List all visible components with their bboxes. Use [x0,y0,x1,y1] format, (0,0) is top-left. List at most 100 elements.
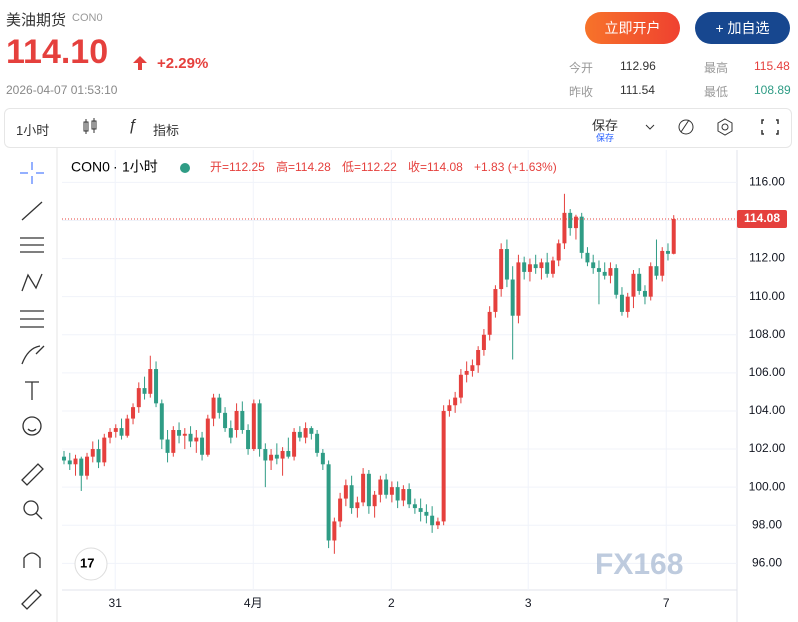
candle-body [660,250,665,276]
y-tick-label: 116.00 [749,175,785,189]
legend-change: +1.83 (+1.63%) [474,160,557,174]
y-tick-label: 114.00 [749,213,785,227]
candle-body [251,403,256,450]
candle-body [234,410,239,430]
candle-body [412,504,417,509]
y-tick-label: 96.00 [752,556,782,570]
stat-value: 115.48 [754,59,790,73]
candle-body [671,218,676,254]
candle-body [182,433,187,436]
stat-label: 最高 [704,61,729,75]
change: +2.29% [157,55,209,72]
code: CON0 [72,12,103,24]
candle-body [159,403,164,440]
candle-body [407,489,412,505]
candle-body [85,456,90,476]
legend-high: 高=114.28 [276,159,331,174]
y-tick-label: 106.00 [749,365,786,379]
candle-body [79,458,84,476]
candle-body [309,428,314,434]
y-tick-label: 100.00 [749,479,786,493]
candle-body [648,266,653,297]
candle-body [522,262,527,272]
last-price-tag [737,209,787,228]
candle-body [326,464,331,541]
candle-body [470,365,475,371]
save[interactable]: 保存 [592,118,619,133]
stat-label: 昨收 [569,85,594,99]
y-tick-label: 112.00 [749,251,785,265]
candle-body [447,405,452,411]
candle-body [165,439,170,453]
candle-body [464,370,469,375]
candle-body [608,268,613,276]
candle-body [665,250,670,254]
candle-icon[interactable] [80,117,100,137]
separator: · [113,159,118,175]
candle-body [171,430,176,453]
candle-body [297,431,302,438]
candle-body [654,266,659,276]
indicators[interactable]: 指标 [153,123,180,138]
toolbar-icons [645,118,779,136]
candle-body [533,264,538,269]
interval-label: 1小时 [122,159,158,175]
tv-logo-text: 17 [80,555,94,570]
candle-body [568,212,573,229]
candle-body [274,454,279,459]
candle-body [556,243,561,261]
candle-body [573,216,578,229]
candle-body [510,279,515,316]
fx-icon[interactable]: ƒ [128,117,137,134]
legend-open: 开=112.25 [210,160,265,174]
candle-body [240,410,245,430]
candle-body [338,498,343,522]
candle-body [424,511,429,516]
candle-body [458,374,463,398]
x-tick-label: 7 [663,596,670,610]
candle-body [602,271,607,276]
candle-body [435,521,440,526]
y-tick-label: 110.00 [749,289,785,303]
candle-body [292,431,297,457]
candle-body [625,296,630,312]
candle-body [67,460,72,465]
add-watch[interactable]: + 加自选 [695,12,790,44]
candle-body [476,350,481,366]
candle-body [378,479,383,495]
candle-body [441,410,446,522]
candle-body [619,294,624,312]
candle-body [562,212,567,244]
drawing-tools [20,148,58,622]
interval[interactable]: 1小时 [16,123,50,138]
candle-body [499,249,504,290]
candle-body [539,262,544,269]
candle-body [343,485,348,499]
candle-body [596,268,601,272]
candle-body [361,473,366,503]
y-tick-label: 104.00 [749,403,786,417]
x-tick-label: 3 [525,596,532,610]
candle-body [142,388,147,394]
candle-body [280,450,285,459]
candle-body [177,430,182,436]
candle-body [269,454,274,461]
candle-body [246,430,251,450]
candle-body [527,264,532,272]
grid [62,150,738,622]
candle-body [332,521,337,541]
candle-body [200,437,205,455]
candle-body [102,437,107,463]
open-account[interactable]: 立即开户 [585,12,680,44]
candle-body [493,289,498,312]
candle-body [550,260,555,274]
candle-body [303,428,308,438]
title: 美油期货 [6,12,67,29]
candle-body [366,473,371,507]
candle-body [136,388,141,408]
save-sub: 保存 [596,133,615,143]
candle-body [430,515,435,526]
candle-body [228,428,233,438]
candle-body [320,452,325,465]
